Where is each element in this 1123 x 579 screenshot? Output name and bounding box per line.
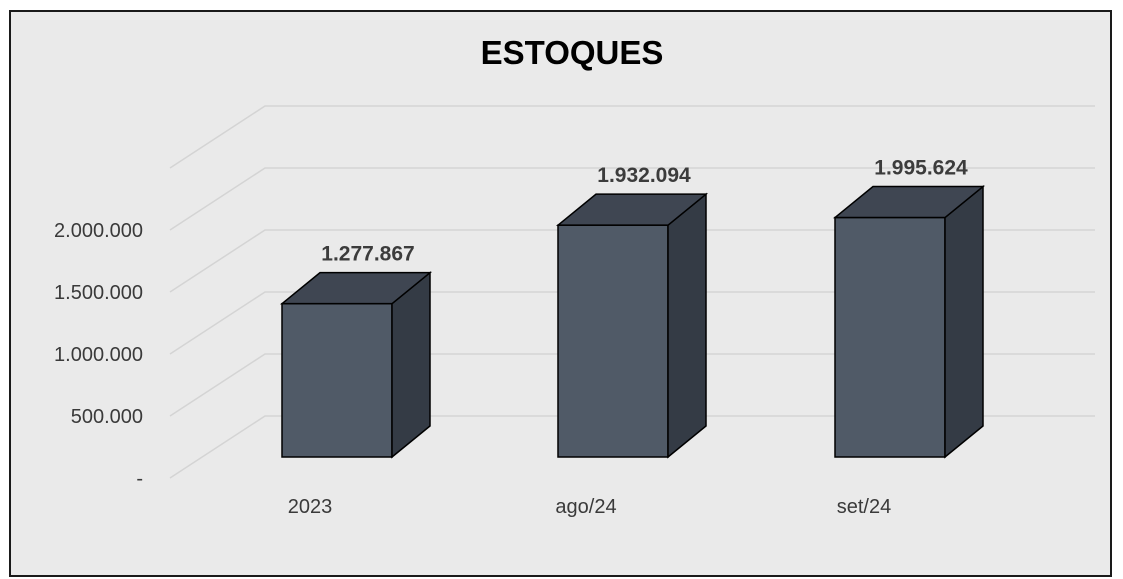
data-labels: 1.277.867 1.932.094 1.995.624 — [321, 157, 968, 266]
gridline — [169, 229, 1095, 293]
x-tick-label: set/24 — [837, 496, 891, 518]
bar-side — [667, 192, 707, 459]
gridline — [169, 353, 1095, 417]
bar-top — [832, 185, 986, 219]
y-tick-label: 2.000.000 — [54, 220, 143, 242]
gridline — [169, 105, 1095, 169]
x-tick-label: ago/24 — [555, 496, 616, 518]
data-label: 1.277.867 — [321, 243, 414, 266]
gridline — [169, 167, 1095, 231]
y-tick-label: 500.000 — [71, 406, 143, 428]
bar — [555, 192, 709, 459]
bar-top — [279, 271, 433, 305]
chart-title: ESTOQUES — [481, 34, 664, 71]
bar-top — [555, 193, 709, 226]
data-label: 1.932.094 — [597, 164, 691, 187]
gridline — [169, 291, 1095, 355]
bar — [832, 184, 986, 459]
bar-side — [944, 184, 984, 459]
x-axis-ticks: 2023 ago/24 set/24 — [288, 496, 891, 518]
data-label: 1.995.624 — [874, 157, 968, 180]
bar-side — [391, 271, 431, 459]
gridlines — [169, 105, 1095, 479]
bar-front — [834, 216, 946, 458]
bar-front — [281, 302, 393, 458]
y-axis-ticks: - 500.000 1.000.000 1.500.000 2.000.000 — [54, 220, 143, 490]
bar-front — [557, 224, 669, 458]
gridline — [169, 415, 1095, 479]
bar — [279, 271, 433, 459]
bars — [279, 184, 986, 459]
y-tick-label: 1.500.000 — [54, 282, 143, 304]
x-tick-label: 2023 — [288, 496, 333, 518]
y-tick-label: 1.000.000 — [54, 344, 143, 366]
y-tick-label: - — [136, 468, 143, 490]
